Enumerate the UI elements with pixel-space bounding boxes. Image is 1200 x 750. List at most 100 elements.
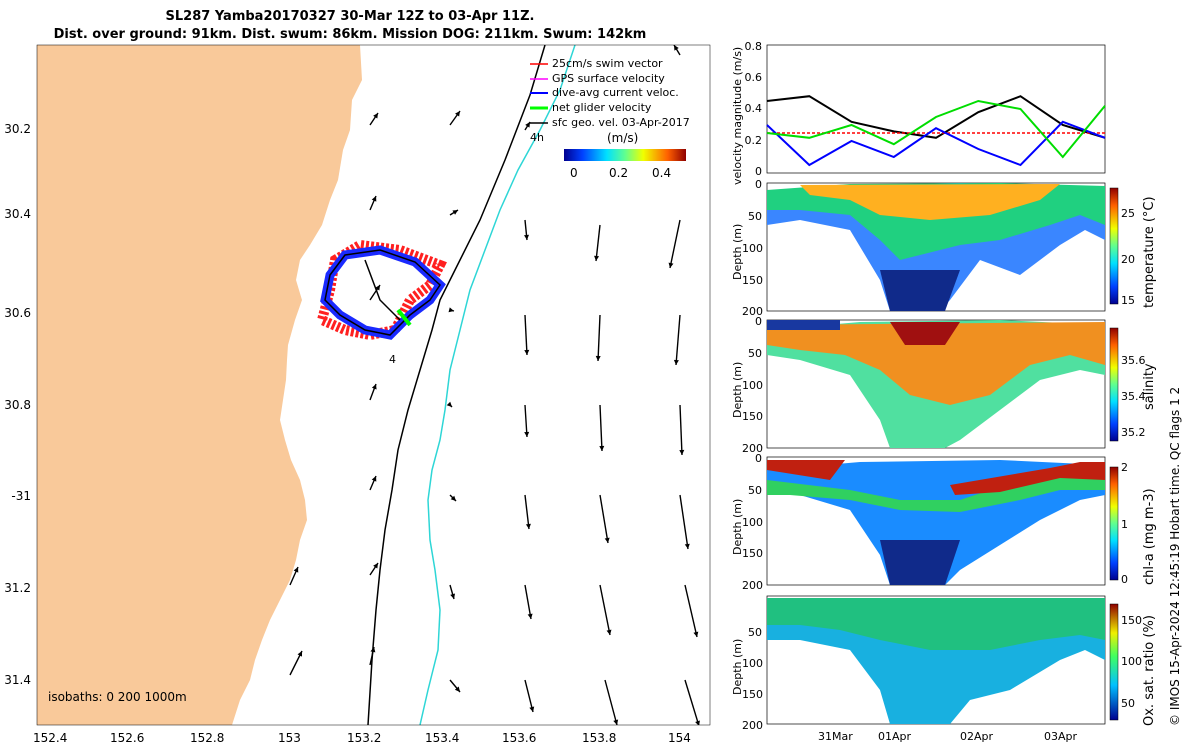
time-tick-31mar: 31Mar xyxy=(818,730,853,743)
map-frame xyxy=(36,44,711,726)
lon-tick-5: 153.4 xyxy=(425,731,460,745)
temp-cbar-tick-25: 25 xyxy=(1121,207,1135,220)
vector-arrowhead xyxy=(695,720,700,725)
chl-cbar-tick-0: 0 xyxy=(1121,573,1128,586)
glider-track xyxy=(316,239,447,341)
vector-arrowhead xyxy=(454,686,460,692)
chla-section xyxy=(766,456,1106,586)
vector-arrow-12 xyxy=(597,314,601,362)
chl-ylabel: Depth (m) xyxy=(731,498,744,555)
chl-ytick-50: 50 xyxy=(748,484,762,497)
lon-tick-0: 152.4 xyxy=(33,731,68,745)
vector-arrowhead xyxy=(446,401,452,407)
sal-cbar-label: salinity xyxy=(1142,363,1157,410)
vector-arrowhead xyxy=(373,563,378,569)
lat-tick-3: 30.8 xyxy=(4,398,31,412)
lat-tick-5: 31.2 xyxy=(4,581,31,595)
vector-arrowhead xyxy=(595,355,601,361)
vel-ytick-0: 0 xyxy=(755,165,762,178)
legend-label-net: net glider velocity xyxy=(552,101,652,114)
vector-arrowhead xyxy=(371,476,377,482)
vector-arrowhead xyxy=(674,45,679,51)
sal-ylabel: Depth (m) xyxy=(731,361,744,418)
vector-arrow-11 xyxy=(524,314,528,356)
vector-arrowhead xyxy=(450,593,456,599)
temp-ytick-200: 200 xyxy=(742,305,763,318)
vector-arrowhead xyxy=(450,495,456,501)
isobath-1000m xyxy=(419,45,576,725)
vector-arrow-34 xyxy=(604,679,618,725)
sal-cbar-tick-352: 35.2 xyxy=(1121,426,1146,439)
vector-arrowhead xyxy=(524,349,530,355)
annotation-4h: 4h xyxy=(530,131,544,144)
lon-tick-8: 154 xyxy=(668,731,691,745)
vector-arrow-33 xyxy=(524,679,534,713)
velocity-series-2 xyxy=(766,120,1106,167)
velocity-ylabel: velocity magnitude (m/s) xyxy=(731,46,744,185)
vector-arrowhead xyxy=(693,631,699,637)
time-tick-01apr: 01Apr xyxy=(878,730,912,743)
sal-ytick-0: 0 xyxy=(755,315,762,328)
sal-cbar-tick-354: 35.4 xyxy=(1121,390,1146,403)
oxygen-colorbar xyxy=(1109,603,1119,721)
ox-cbar-tick-150: 150 xyxy=(1121,614,1142,627)
vector-arrow-7 xyxy=(595,224,601,262)
vector-arrowhead xyxy=(455,111,460,117)
legend-label-dive-avg: dive-avg current veloc. xyxy=(552,86,679,99)
vector-arrowhead xyxy=(524,234,529,240)
vector-arrowhead xyxy=(527,613,533,619)
vector-arrowhead xyxy=(529,706,535,712)
vector-arrowhead xyxy=(371,196,377,202)
ox-cbar-label: Ox. sat. ratio (%) xyxy=(1142,615,1157,726)
oxygen-section xyxy=(766,595,1106,725)
temperature-colorbar xyxy=(1109,187,1119,305)
temp-ytick-150: 150 xyxy=(742,274,763,287)
temp-ytick-100: 100 xyxy=(742,242,763,255)
time-tick-02apr: 02Apr xyxy=(960,730,994,743)
colorbar-unit: (m/s) xyxy=(607,131,639,145)
chl-ytick-150: 150 xyxy=(742,547,763,560)
colorbar-tick-1: 0.2 xyxy=(609,166,629,180)
vector-arrowhead xyxy=(293,567,299,573)
lon-tick-6: 153.6 xyxy=(502,731,537,745)
vector-arrow-22 xyxy=(599,494,609,544)
lat-tick-0: 30.2 xyxy=(4,122,31,136)
chla-colorbar xyxy=(1109,466,1119,581)
vector-arrowhead xyxy=(371,384,377,390)
vector-arrowhead xyxy=(375,285,380,291)
figure-title-line1: SL287 Yamba20170327 30-Mar 12Z to 03-Apr… xyxy=(165,9,535,24)
lat-tick-2: 30.6 xyxy=(4,306,31,320)
chl-cbar-tick-1: 1 xyxy=(1121,518,1128,531)
vector-arrow-27 xyxy=(524,584,532,620)
vector-arrowhead xyxy=(370,647,376,653)
ox-ylabel: Depth (m) xyxy=(731,638,744,695)
surface-velocity-vectors xyxy=(289,45,700,725)
legend-label-sfc-geo: sfc geo. vel. 03-Apr-2017 xyxy=(552,116,690,129)
colorbar-tick-2: 0.4 xyxy=(652,166,672,180)
vector-arrowhead xyxy=(525,122,530,128)
vector-arrowhead xyxy=(679,449,685,455)
vector-arrowhead xyxy=(594,255,600,261)
vector-arrowhead xyxy=(613,719,619,725)
temp-cbar-label: temperature (°C) xyxy=(1142,196,1157,308)
lon-tick-7: 153.8 xyxy=(582,731,617,745)
time-tick-03apr: 03Apr xyxy=(1044,730,1078,743)
sal-ytick-150: 150 xyxy=(742,410,763,423)
vector-arrow-13 xyxy=(675,314,681,366)
ox-ytick-200: 200 xyxy=(742,719,763,732)
isobath-200m xyxy=(367,45,546,725)
lon-tick-4: 153.2 xyxy=(347,731,382,745)
vector-arrow-21 xyxy=(524,494,530,530)
temperature-section xyxy=(766,182,1106,312)
vel-ytick-0.4: 0.4 xyxy=(744,102,763,115)
map-legend xyxy=(530,63,548,124)
vector-arrowhead xyxy=(524,431,530,437)
vector-arrowhead xyxy=(452,210,458,215)
vel-ytick-0.8: 0.8 xyxy=(744,40,763,53)
ox-ytick-150: 150 xyxy=(742,688,763,701)
legend-label-gps: GPS surface velocity xyxy=(552,72,665,85)
vector-arrow-17 xyxy=(599,404,603,452)
sal-ytick-200: 200 xyxy=(742,442,763,455)
map-colorbar xyxy=(564,149,686,161)
